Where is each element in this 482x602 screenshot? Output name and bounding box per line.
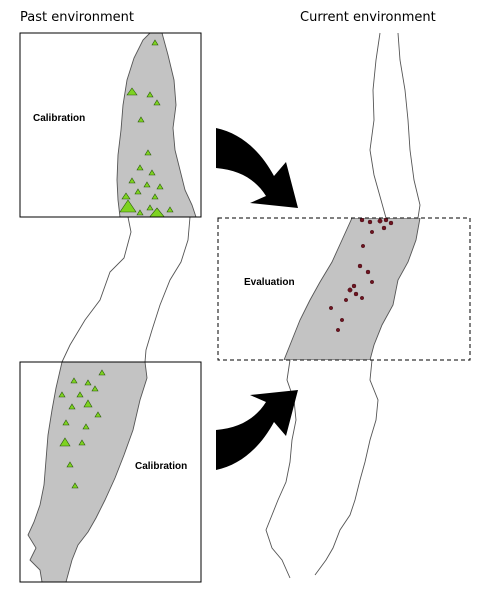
calibration-marker: [84, 379, 92, 386]
calibration-marker: [128, 177, 136, 184]
calibration-marker: [151, 193, 159, 200]
bottom-calibration-frame: [19, 361, 202, 583]
evaluation-marker: [340, 318, 345, 323]
calibration-marker: [119, 199, 137, 213]
arrow-bottom: [216, 390, 298, 470]
calibration-marker: [146, 204, 154, 211]
evaluation-marker: [367, 219, 373, 225]
evaluation-marker: [388, 220, 394, 226]
calibration-marker: [91, 385, 99, 392]
calibration-marker: [126, 87, 138, 96]
evaluation-marker: [365, 269, 371, 275]
calibration-marker: [76, 391, 84, 398]
calibration-marker: [91, 362, 99, 363]
evaluation-label: Evaluation: [244, 277, 295, 288]
calibration-marker: [137, 116, 145, 123]
evaluation-markers: [329, 218, 394, 333]
evaluation-marker: [383, 218, 389, 223]
calibration-marker: [59, 437, 71, 447]
top-calibration-frame: [19, 32, 202, 218]
calibration-marker: [148, 169, 156, 176]
evaluation-marker: [359, 218, 365, 223]
calibration-markers-bottom: [58, 362, 106, 489]
calibration-marker: [166, 206, 174, 213]
evaluation-frame: [217, 217, 471, 361]
evaluation-marker: [360, 296, 365, 301]
evaluation-marker: [347, 287, 353, 293]
right-country-outline-north-east: [397, 32, 421, 219]
calibration-marker: [151, 39, 159, 46]
arrow-top: [216, 128, 298, 208]
evaluation-marker: [353, 291, 359, 297]
top-calibration-region: [116, 33, 197, 217]
evaluation-marker: [336, 328, 341, 333]
left-country-outline: [61, 216, 132, 363]
calibration-marker: [68, 403, 76, 410]
calibration-marker: [83, 399, 93, 408]
calibration-marker: [143, 181, 151, 188]
calibration-marker: [82, 423, 90, 430]
evaluation-marker: [370, 229, 375, 234]
right-country-outline-north: [369, 32, 387, 219]
calibration-marker: [71, 482, 79, 489]
calibration-marker: [94, 411, 102, 418]
top-calibration-label: Calibration: [33, 113, 86, 124]
calibration-marker: [62, 419, 70, 426]
bottom-land-shape: [27, 362, 148, 582]
bottom-calibration-label: Calibration: [135, 461, 188, 472]
calibration-marker: [98, 369, 106, 376]
calibration-marker: [134, 188, 142, 195]
calibration-marker: [58, 391, 66, 398]
calibration-marker: [136, 164, 144, 171]
evaluation-marker: [329, 306, 334, 311]
calibration-marker: [121, 192, 131, 200]
bottom-calibration-region: [27, 362, 148, 582]
calibration-marker: [66, 461, 74, 468]
calibration-marker: [153, 99, 161, 106]
calibration-marker: [78, 439, 86, 446]
right-country-outline-south-east: [314, 359, 379, 576]
calibration-marker: [144, 149, 152, 156]
evaluation-marker: [381, 225, 387, 231]
evaluation-region: [283, 218, 421, 360]
evaluation-marker: [351, 283, 357, 289]
evaluation-marker: [370, 280, 375, 285]
left-country-outline-east: [144, 216, 191, 363]
calibration-marker: [146, 91, 154, 98]
calibration-markers-top: [119, 39, 174, 217]
evaluation-marker: [377, 218, 383, 224]
evaluation-marker: [357, 263, 363, 269]
past-environment-title: Past environment: [20, 10, 135, 25]
evaluation-marker: [344, 298, 349, 303]
current-environment-title: Current environment: [300, 10, 436, 25]
calibration-marker: [156, 183, 164, 190]
evaluation-marker: [361, 243, 366, 248]
calibration-marker: [70, 377, 78, 384]
calibration-marker: [136, 209, 144, 216]
calibration-marker: [149, 207, 165, 217]
top-land-shape: [116, 33, 197, 217]
